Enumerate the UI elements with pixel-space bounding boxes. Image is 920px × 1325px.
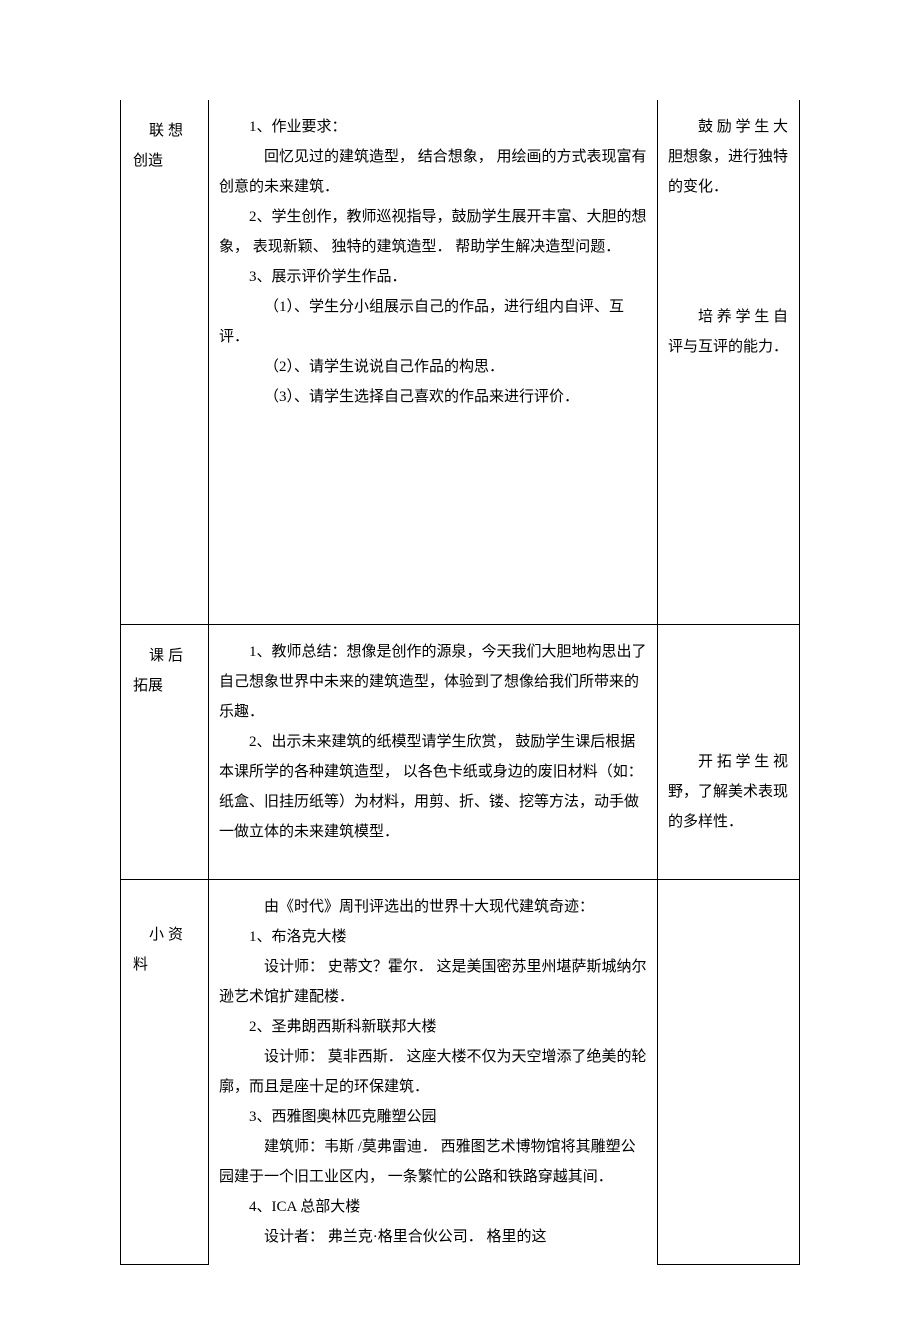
content-line: 1、作业要求： [219, 112, 647, 142]
content-cell: 1、教师总结：想像是创作的源泉，今天我们大胆地构思出了自己想象世界中未来的建筑造… [209, 625, 658, 880]
note-line: 鼓 励 学 生 大胆想象，进行独特的变化． [668, 112, 789, 202]
table-row: 小资 料 由《时代》周刊评选出的世界十大现代建筑奇迹： 1、布洛克大楼 设计师：… [121, 880, 800, 1265]
spacer [668, 637, 789, 747]
spacer [668, 202, 789, 302]
table-row: 课后 拓展 1、教师总结：想像是创作的源泉，今天我们大胆地构思出了自己想象世界中… [121, 625, 800, 880]
content-line: 2、学生创作，教师巡视指导，鼓励学生展开丰富、大胆的想象， 表现新颖、 独特的建… [219, 202, 647, 262]
content-line: 4、ICA 总部大楼 [219, 1192, 647, 1222]
spacer [131, 892, 198, 916]
content-line: 2、圣弗朗西斯科新联邦大楼 [219, 1012, 647, 1042]
stage-cell: 小资 料 [121, 880, 209, 1265]
spacer [219, 412, 647, 612]
lesson-plan-table: 联想 创造 1、作业要求： 回忆见过的建筑造型， 结合想象， 用绘画的方式表现富… [120, 100, 800, 1265]
stage-label-line1: 课后 [131, 637, 198, 671]
note-line: 培 养 学 生 自评与互评的能力． [668, 302, 789, 362]
content-line: 3、西雅图奥林匹克雕塑公园 [219, 1102, 647, 1132]
note-cell: 鼓 励 学 生 大胆想象，进行独特的变化． 培 养 学 生 自评与互评的能力． [658, 100, 800, 625]
content-line: 建筑师：韦斯 /莫弗雷迪． 西雅图艺术博物馆将其雕塑公园建于一个旧工业区内， 一… [219, 1132, 647, 1192]
stage-label-line1: 小资 [131, 916, 198, 950]
stage-cell: 联想 创造 [121, 100, 209, 625]
content-line: （1）、学生分小组展示自己的作品，进行组内自评、互评． [219, 292, 647, 352]
stage-label-line1: 联想 [131, 112, 198, 146]
content-cell: 由《时代》周刊评选出的世界十大现代建筑奇迹： 1、布洛克大楼 设计师： 史蒂文？… [209, 880, 658, 1265]
content-cell: 1、作业要求： 回忆见过的建筑造型， 结合想象， 用绘画的方式表现富有创意的未来… [209, 100, 658, 625]
content-line: 由《时代》周刊评选出的世界十大现代建筑奇迹： [219, 892, 647, 922]
stage-label-line2: 创造 [131, 146, 198, 176]
stage-label-line2: 料 [131, 950, 198, 980]
table-row: 联想 创造 1、作业要求： 回忆见过的建筑造型， 结合想象， 用绘画的方式表现富… [121, 100, 800, 625]
content-line: 1、教师总结：想像是创作的源泉，今天我们大胆地构思出了自己想象世界中未来的建筑造… [219, 637, 647, 727]
note-cell [658, 880, 800, 1265]
content-line: （3）、请学生选择自己喜欢的作品来进行评价． [219, 382, 647, 412]
content-line: 2、出示未来建筑的纸模型请学生欣赏， 鼓励学生课后根据本课所学的各种建筑造型， … [219, 727, 647, 847]
content-line: 3、展示评价学生作品． [219, 262, 647, 292]
content-line: 设计师： 史蒂文？霍尔． 这是美国密苏里州堪萨斯城纳尔逊艺术馆扩建配楼． [219, 952, 647, 1012]
stage-label-line2: 拓展 [131, 671, 198, 701]
content-line: 设计师： 莫非西斯． 这座大楼不仅为天空增添了绝美的轮廓，而且是座十足的环保建筑… [219, 1042, 647, 1102]
document-page: 联想 创造 1、作业要求： 回忆见过的建筑造型， 结合想象， 用绘画的方式表现富… [0, 0, 920, 1325]
content-line: （2）、请学生说说自己作品的构思． [219, 352, 647, 382]
note-cell: 开 拓 学 生 视野，了解美术表现的多样性． [658, 625, 800, 880]
stage-cell: 课后 拓展 [121, 625, 209, 880]
content-line: 设计者： 弗兰克·格里合伙公司． 格里的这 [219, 1222, 647, 1252]
content-line: 1、布洛克大楼 [219, 922, 647, 952]
content-line: 回忆见过的建筑造型， 结合想象， 用绘画的方式表现富有创意的未来建筑． [219, 142, 647, 202]
note-line: 开 拓 学 生 视野，了解美术表现的多样性． [668, 747, 789, 837]
spacer [219, 847, 647, 867]
